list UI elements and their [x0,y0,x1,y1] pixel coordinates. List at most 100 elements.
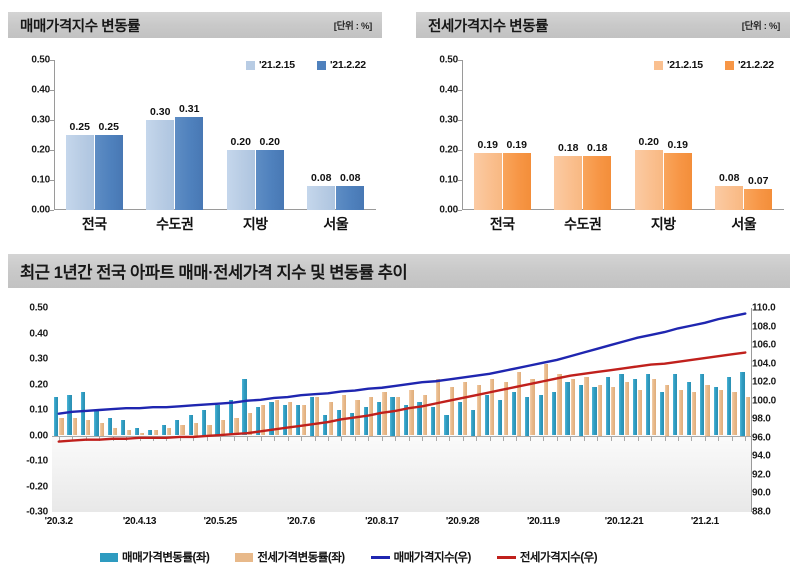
x-axis-tick-mark [260,435,262,441]
sale-chart-category-labels: 전국 수도권 지방 서울 [54,212,376,234]
trend-jeonse-bar [342,394,347,436]
x-axis-tick-mark [745,435,747,441]
bar [336,186,365,210]
bar-value-label: 0.20 [638,136,659,148]
trend-jeonse-bar [86,420,91,436]
bar-group [473,60,531,210]
left-axis-tick-label: 0.40 [29,328,48,339]
trend-sale-bar [67,394,72,436]
y-axis-tick-label: 0.30 [439,114,458,126]
bar-value-label: 0.08 [719,172,740,184]
y-axis-tick-label: 0.30 [31,114,50,126]
legend-label-jeonse-index: 전세가격지수(우) [519,552,598,564]
x-axis-tick-mark [139,435,141,441]
trend-jeonse-bar [167,427,172,436]
trend-sale-bar [511,392,516,436]
jeonse-panel-title: 전세가격지수 변동률 [428,18,549,35]
jeonse-chart-x-axis-line [462,209,784,210]
x-axis-tick-mark [731,435,733,441]
bar [554,156,583,210]
trend-jeonse-bar [543,364,549,436]
trend-sale-bar [727,376,732,436]
sale-chart-plot-area: 0.25 0.25 0.30 0.31 0.20 0.20 0.08 0.08 [50,60,376,211]
y-axis-tick-mark [50,120,54,121]
bar-group [554,60,612,210]
trend-jeonse-bar [193,422,199,436]
right-axis-tick-label: 104.0 [752,358,777,370]
sale-chart-y-axis-labels: 0.00 0.10 0.20 0.30 0.40 0.50 [8,52,50,234]
category-label: 서울 [323,216,349,232]
one-year-trend-chart: -0.30 -0.20 -0.10 0.00 0.10 0.20 0.30 0.40 0.50 … [8,296,790,541]
right-axis-tick-label: 108.0 [752,321,777,333]
bar [502,153,531,210]
trend-chart-x-tick-labels: '20.3.2 '20.4.13 '20.5.25 '20.7.6 '20.8.17 '2… [45,514,752,536]
trend-jeonse-bar [72,417,77,436]
trend-sale-bar [121,420,126,436]
trend-jeonse-bar [328,402,333,436]
trend-jeonse-bar [274,399,279,436]
trend-sale-bar [713,387,718,436]
bar [634,150,663,210]
x-axis-tick-mark [99,435,101,441]
legend-label-jeonse-curr: '21.2.22 [737,59,774,71]
sale-chart-legend: '21.2.15 '21.2.22 [246,59,366,71]
trend-sale-bar [282,404,287,436]
x-axis-tick-label: '20.3.2 [44,516,73,527]
legend-swatch-jeonse-prev [654,60,663,70]
category-label: 전국 [489,216,515,232]
trend-sale-bar [269,402,274,436]
x-axis-tick-mark [556,435,558,441]
trend-sale-bar [161,425,166,436]
left-axis-tick-label: 0.20 [29,379,48,390]
trend-jeonse-bar [355,399,360,436]
trend-jeonse-bar [59,417,64,436]
trend-sale-bar [242,379,247,436]
x-axis-tick-mark [651,435,653,441]
jeonse-chart-y-axis-labels: 0.00 0.10 0.20 0.30 0.40 0.50 [416,52,458,234]
trend-sale-bar [565,381,570,436]
x-axis-tick-mark [516,435,518,441]
trend-jeonse-bar [597,384,602,436]
x-axis-tick-mark [543,435,545,441]
x-axis-tick-mark [691,435,693,441]
legend-item-sale-index: 매매가격지수(우) [370,549,471,565]
bar-value-label: 0.19 [667,139,688,151]
trend-sale-bar [94,410,99,436]
x-axis-tick-mark [583,435,585,441]
trend-sale-bar [175,420,180,436]
x-axis-tick-mark [193,435,195,441]
left-axis-tick-label: 0.50 [29,302,48,314]
y-axis-tick-mark [50,180,54,181]
trend-sale-bar [673,374,678,436]
trend-sale-bar [363,407,368,436]
bar [65,135,94,210]
trend-jeonse-bar [409,389,414,436]
trend-sale-bar [296,404,301,436]
bar [744,189,773,210]
bar [473,153,502,210]
trend-sale-bar [403,404,409,436]
y-axis-tick-label: 0.00 [439,204,458,216]
y-axis-tick-mark [50,90,54,91]
trend-sale-bar [538,394,543,436]
left-axis-tick-label: -0.20 [26,481,48,492]
left-axis-tick-label: -0.10 [26,455,48,467]
trend-sale-bar [134,427,139,436]
bar [226,150,255,210]
x-axis-tick-mark [112,435,114,441]
bar [255,150,284,210]
trend-sale-bar [646,374,651,436]
trend-sale-bar [107,417,112,436]
right-axis-tick-label: 94.0 [752,450,771,462]
trend-jeonse-bar [530,379,535,436]
right-axis-tick-label: 90.0 [752,487,771,499]
sale-change-rate-chart: 0.00 0.10 0.20 0.30 0.40 0.50 0.25 0.25 0.30 0.3… [8,52,382,234]
trend-sale-bar [377,402,382,436]
right-axis-tick-label: 98.0 [752,413,771,425]
sale-panel-unit: [단위 : %] [333,21,373,32]
bar [307,186,336,210]
legend-swatch-sale-prev [246,60,255,70]
jeonse-panel-header: 전세가격지수 변동률 [단위 : %] [416,12,790,38]
x-axis-tick-mark [489,435,491,441]
y-axis-tick-label: 0.50 [31,54,50,66]
